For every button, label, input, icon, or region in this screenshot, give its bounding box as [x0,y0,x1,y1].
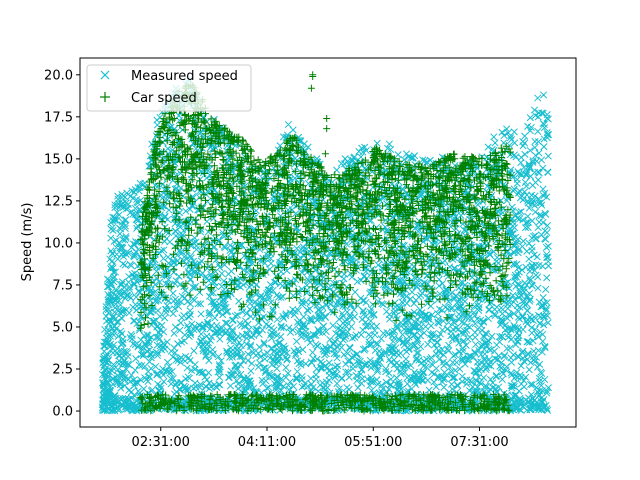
x-axis: 02:31:00 04:11:00 05:51:00 07:31:00 [132,427,509,450]
y-tick-label: 10.0 [44,236,73,251]
legend-box [86,64,252,112]
y-axis: 0.0 2.5 5.0 7.5 10.0 12.5 15.0 17.5 20.0 [44,68,80,420]
legend-marker-car-speed [100,92,110,102]
plot-area [98,71,553,415]
legend-label-car-speed: Car speed [131,91,197,106]
x-tick-label: 05:51:00 [344,435,402,450]
y-tick-label: 12.5 [44,194,73,209]
legend-marker-measured-speed [100,70,110,80]
y-tick-label: 17.5 [44,110,73,125]
x-tick-label: 02:31:00 [132,435,190,450]
y-tick-label: 15.0 [44,152,73,167]
y-tick-label: 0.0 [52,405,73,420]
y-tick-label: 2.5 [52,363,73,378]
y-tick-label: 7.5 [52,278,73,293]
y-tick-label: 20.0 [44,68,73,83]
y-tick-label: 5.0 [52,320,73,335]
y-axis-label: Speed (m/s) [20,203,35,282]
x-tick-label: 04:11:00 [238,435,296,450]
legend: Measured speed Car speed [86,64,252,112]
x-tick-label: 07:31:00 [450,435,508,450]
legend-label-measured-speed: Measured speed [131,69,238,84]
